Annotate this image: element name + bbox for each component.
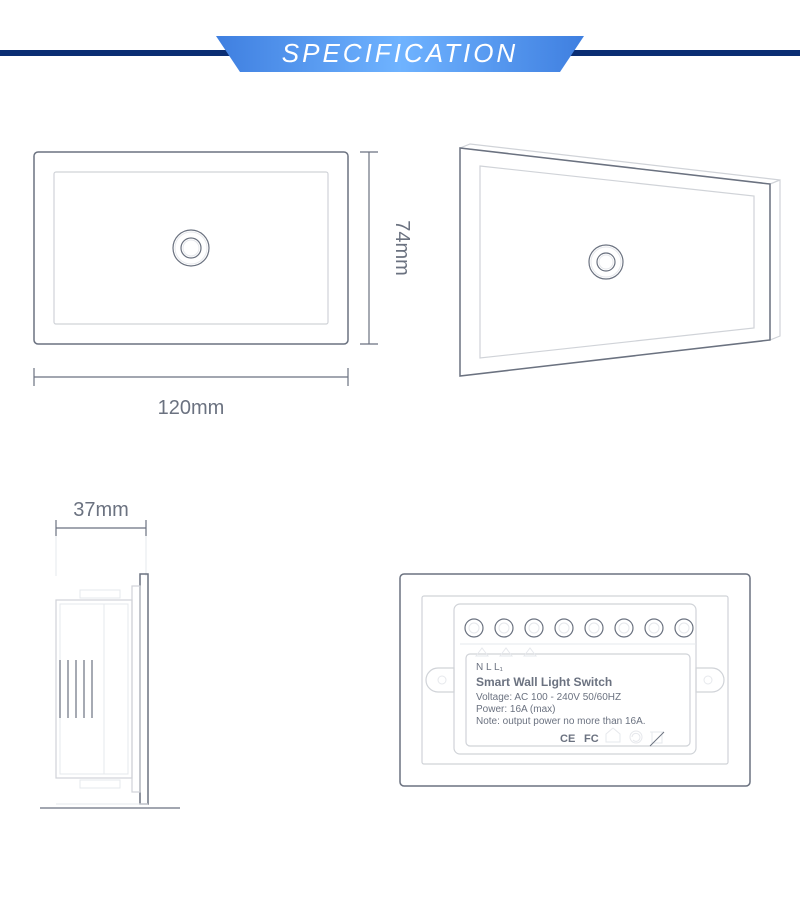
spec-svg: SPECIFICATION 120mm 74mm bbox=[0, 0, 800, 913]
perspective-view bbox=[460, 144, 780, 376]
back-view: N L L₁ Smart Wall Light Switch Voltage: … bbox=[400, 574, 750, 786]
terminal-labels: N L L₁ bbox=[476, 662, 504, 673]
front-width-label: 120mm bbox=[158, 397, 225, 419]
front-height-label: 74mm bbox=[391, 220, 413, 276]
front-view: 120mm 74mm bbox=[34, 152, 413, 419]
back-product-title: Smart Wall Light Switch bbox=[476, 675, 612, 689]
back-spec-2: Note: output power no more than 16A. bbox=[476, 716, 646, 727]
back-spec-0: Voltage: AC 100 - 240V 50/60HZ bbox=[476, 692, 621, 703]
banner: SPECIFICATION bbox=[0, 36, 800, 72]
svg-text:CE: CE bbox=[560, 733, 575, 745]
svg-text:FC: FC bbox=[584, 733, 599, 745]
terminal-markers bbox=[476, 648, 536, 656]
back-spec-1: Power: 16A (max) bbox=[476, 704, 555, 715]
banner-title: SPECIFICATION bbox=[282, 38, 518, 68]
side-view: 37mm bbox=[40, 499, 180, 808]
side-depth-label: 37mm bbox=[73, 499, 129, 521]
spec-diagram: SPECIFICATION 120mm 74mm bbox=[0, 0, 800, 913]
cert-icons: CE FC bbox=[560, 728, 664, 746]
terminal-row bbox=[460, 619, 696, 644]
